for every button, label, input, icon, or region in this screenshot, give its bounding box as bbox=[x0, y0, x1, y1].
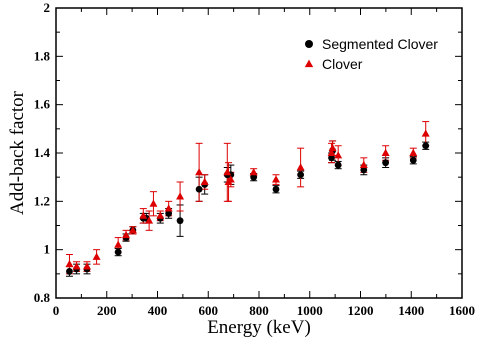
x-tick-label: 200 bbox=[97, 303, 117, 318]
point-segmented-clover bbox=[272, 185, 280, 193]
point-clover bbox=[359, 160, 368, 169]
y-tick-label: 1.8 bbox=[34, 48, 51, 63]
ticks-layer: 0 200 400 600 800 1000 1200 1400 1600 0.8 1 1.2 1.4 1… bbox=[34, 0, 475, 318]
point-clover bbox=[409, 148, 418, 156]
y-tick-label: 0.8 bbox=[34, 290, 51, 305]
y-tick-label: 2 bbox=[44, 0, 51, 15]
legend-label-clover: Clover bbox=[322, 56, 363, 72]
point-clover bbox=[272, 175, 280, 183]
x-tick-label: 1600 bbox=[449, 303, 475, 318]
point-clover bbox=[381, 148, 390, 156]
point-clover bbox=[122, 230, 131, 239]
point-clover bbox=[145, 216, 154, 224]
point-clover bbox=[92, 252, 101, 260]
y-tick-label: 1.4 bbox=[34, 145, 51, 160]
point-clover bbox=[249, 168, 258, 176]
legend-marker-segmented-clover bbox=[305, 40, 313, 48]
point-clover bbox=[114, 240, 123, 248]
point-segmented-clover bbox=[382, 159, 390, 167]
x-tick-label: 1200 bbox=[348, 303, 374, 318]
x-tick-label: 1400 bbox=[398, 303, 424, 318]
point-clover bbox=[82, 262, 91, 270]
point-clover bbox=[200, 177, 209, 185]
point-segmented-clover bbox=[176, 217, 184, 225]
point-clover bbox=[156, 211, 165, 219]
x-tick-label: 400 bbox=[148, 303, 168, 318]
point-clover bbox=[139, 211, 148, 219]
point-clover bbox=[149, 199, 158, 207]
point-segmented-clover bbox=[165, 210, 173, 217]
y-axis-title: Add-back factor bbox=[7, 90, 28, 215]
legend-label-segmented-clover: Segmented Clover bbox=[322, 36, 438, 52]
y-tick-label: 1.2 bbox=[34, 193, 50, 208]
point-clover bbox=[226, 175, 235, 183]
point-clover bbox=[176, 192, 185, 200]
point-segmented-clover bbox=[422, 142, 430, 150]
point-clover bbox=[296, 163, 305, 171]
point-segmented-clover bbox=[114, 248, 122, 256]
point-clover bbox=[421, 129, 430, 137]
x-tick-label: 1000 bbox=[297, 303, 323, 318]
y-tick-label: 1 bbox=[44, 242, 51, 257]
point-clover bbox=[65, 259, 74, 268]
legend: Segmented Clover Clover bbox=[304, 36, 438, 72]
point-clover bbox=[327, 148, 336, 156]
point-clover bbox=[223, 168, 232, 176]
point-clover bbox=[334, 151, 343, 159]
point-segmented-clover bbox=[409, 156, 417, 164]
point-clover bbox=[72, 262, 81, 270]
markers-layer bbox=[65, 129, 430, 275]
x-tick-label: 0 bbox=[53, 303, 60, 318]
point-segmented-clover bbox=[360, 166, 368, 174]
point-segmented-clover bbox=[195, 185, 203, 193]
point-segmented-clover bbox=[250, 173, 258, 181]
point-clover bbox=[195, 168, 204, 176]
x-axis-title: Energy (keV) bbox=[207, 317, 311, 338]
point-segmented-clover bbox=[334, 161, 342, 169]
x-tick-label: 600 bbox=[199, 303, 219, 318]
point-segmented-clover bbox=[297, 171, 305, 179]
x-tick-label: 800 bbox=[249, 303, 269, 318]
point-segmented-clover bbox=[66, 268, 73, 275]
point-clover bbox=[328, 143, 337, 152]
y-tick-label: 1.6 bbox=[34, 97, 51, 112]
legend-marker-clover bbox=[304, 59, 314, 68]
point-clover bbox=[128, 226, 137, 234]
point-segmented-clover bbox=[328, 154, 335, 162]
point-clover bbox=[164, 204, 173, 212]
